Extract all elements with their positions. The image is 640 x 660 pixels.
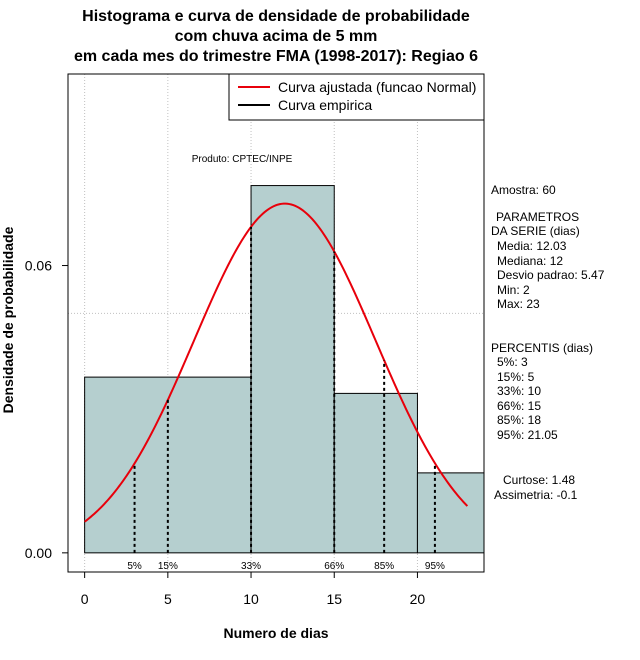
percentile-label-1: 15% bbox=[158, 561, 178, 572]
stats-panel: Amostra: 60 PARAMETROS DA SERIE (dias) M… bbox=[491, 183, 605, 502]
legend: Curva ajustada (funcao Normal) Curva emp… bbox=[228, 73, 485, 121]
stat-parametros-title-1: PARAMETROS bbox=[496, 210, 579, 224]
stat-amostra: Amostra: 60 bbox=[491, 183, 556, 197]
percentile-lines-layer: 5% 15% 33% 66% 85% 95% bbox=[127, 226, 445, 572]
x-tick-label-2: 10 bbox=[243, 591, 259, 607]
x-tick-label-3: 15 bbox=[326, 591, 342, 607]
y-axis-title: Densidade de probabilidade bbox=[0, 226, 16, 413]
stat-media: Media: 12.03 bbox=[497, 239, 567, 253]
chart-title-line-2: com chuva acima de 5 mm bbox=[175, 28, 378, 45]
legend-label-normal: Curva ajustada (funcao Normal) bbox=[278, 79, 476, 95]
chart-title-line-1: Histograma e curva de densidade de proba… bbox=[82, 8, 470, 25]
stat-min: Min: 2 bbox=[497, 283, 530, 297]
x-axis-title: Numero de dias bbox=[223, 625, 328, 641]
percentile-label-2: 33% bbox=[241, 561, 261, 572]
stat-p15: 15%: 5 bbox=[497, 370, 535, 384]
product-annotation: Produto: CPTEC/INPE bbox=[192, 154, 293, 165]
stat-p66: 66%: 15 bbox=[497, 399, 541, 413]
stat-assimetria: Assimetria: -0.1 bbox=[494, 488, 578, 502]
histogram-bar-2 bbox=[333, 392, 418, 554]
chart-title-line-3: em cada mes do trimestre FMA (1998-2017)… bbox=[74, 48, 478, 65]
stat-curtose: Curtose: 1.48 bbox=[503, 473, 575, 487]
percentile-label-3: 66% bbox=[324, 561, 344, 572]
percentile-label-5: 95% bbox=[425, 561, 445, 572]
stat-p5: 5%: 3 bbox=[497, 355, 528, 369]
stat-max: Max: 23 bbox=[497, 297, 540, 311]
stat-mediana: Mediana: 12 bbox=[497, 254, 563, 268]
stat-parametros-title-2: DA SERIE (dias) bbox=[491, 224, 580, 238]
histogram-bar-1 bbox=[250, 185, 335, 554]
y-tick-label-1: 0.06 bbox=[25, 258, 52, 274]
x-tick-label-0: 0 bbox=[81, 591, 89, 607]
stat-p85: 85%: 18 bbox=[497, 413, 541, 427]
percentile-label-4: 85% bbox=[374, 561, 394, 572]
curve-layer bbox=[84, 202, 469, 523]
x-tick-label-1: 5 bbox=[164, 591, 172, 607]
x-tick-label-4: 20 bbox=[410, 591, 426, 607]
axes-layer: 0 5 10 15 20 0.00 0.06 bbox=[25, 258, 426, 607]
bars-layer bbox=[84, 185, 485, 554]
y-tick-label-0: 0.00 bbox=[25, 545, 52, 561]
stat-desvio: Desvio padrao: 5.47 bbox=[497, 268, 605, 282]
legend-label-empirical: Curva empirica bbox=[278, 97, 372, 113]
stat-p95: 95%: 21.05 bbox=[497, 428, 558, 442]
percentile-label-0: 5% bbox=[127, 561, 142, 572]
normal-curve bbox=[84, 202, 469, 523]
stat-percentis-title: PERCENTIS (dias) bbox=[491, 341, 593, 355]
stat-p33: 33%: 10 bbox=[497, 384, 541, 398]
legend-box bbox=[228, 73, 485, 121]
